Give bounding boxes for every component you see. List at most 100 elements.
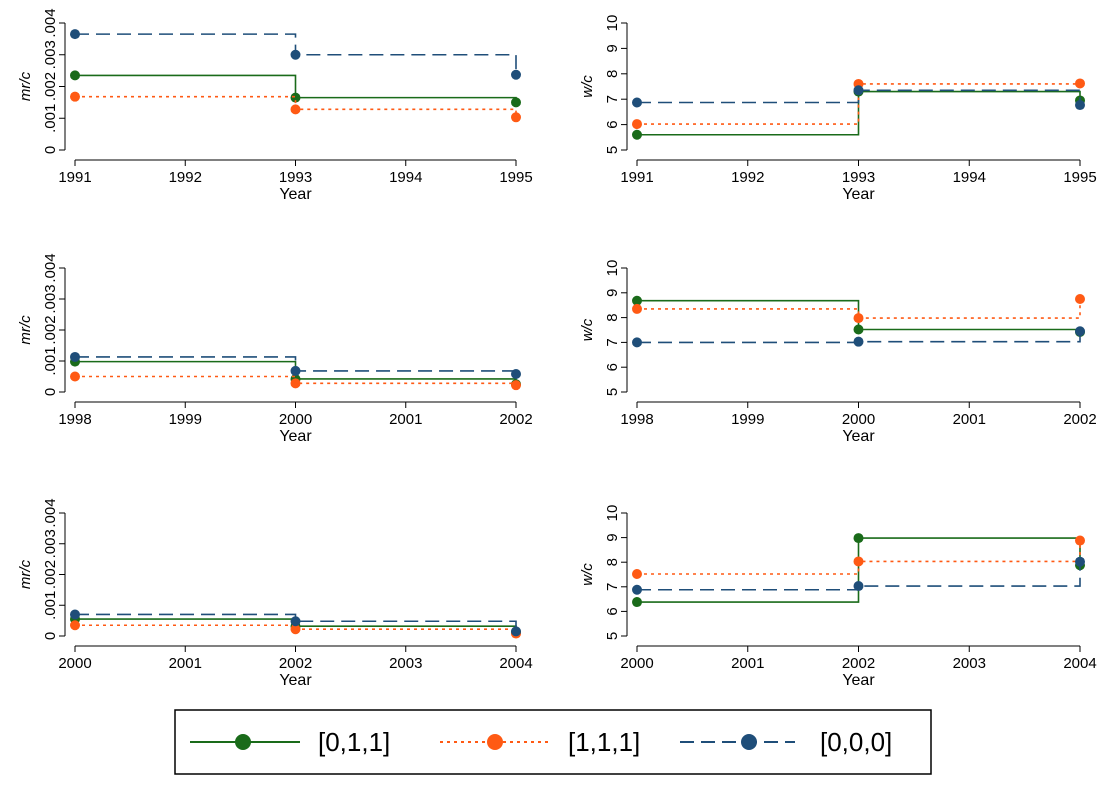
data-point [290, 378, 301, 389]
data-point [290, 616, 301, 627]
data-point [70, 609, 80, 620]
x-axis-label: Year [279, 186, 312, 203]
data-point [290, 92, 301, 103]
data-point [1075, 556, 1085, 567]
legend-box [174, 709, 932, 775]
data-point [290, 624, 301, 635]
y-tick-label: 8 [604, 313, 621, 321]
y-tick-label: 10 [604, 260, 621, 277]
legend-label-1: [1,1,1] [568, 727, 640, 757]
x-tick-label: 1999 [169, 411, 202, 428]
x-tick-label: 1993 [842, 169, 875, 186]
x-tick-label: 1992 [169, 169, 202, 186]
y-axis-label: w/c [579, 75, 596, 98]
x-tick-label: 2001 [953, 411, 986, 428]
y-tick-label: 5 [604, 388, 621, 396]
x-tick-label: 1991 [620, 169, 653, 186]
x-tick-label: 2001 [389, 411, 422, 428]
y-tick-label: .002 [42, 72, 59, 101]
panel-1: 0 .001 .002 .003 .004 mr/c 1991 1992 1993 1994 199… [17, 8, 533, 203]
x-tick-label: 1994 [389, 169, 422, 186]
y-tick-label: .002 [42, 560, 59, 589]
y-axis-label: w/c [579, 318, 596, 341]
legend-marker-2 [741, 734, 757, 750]
legend-label-2: [0,0,0] [820, 727, 892, 757]
data-point [1075, 100, 1085, 111]
x-axis-label: Year [279, 672, 312, 689]
y-tick-label: 5 [604, 632, 621, 640]
x-tick-label: 1998 [620, 411, 653, 428]
y-tick-label: 0 [42, 632, 59, 640]
y-tick-label: 6 [604, 363, 621, 371]
x-axis-label: Year [279, 428, 312, 445]
x-tick-label: 2003 [953, 655, 986, 672]
data-point [632, 584, 642, 595]
x-tick-label: 1995 [499, 169, 532, 186]
series-line-2 [637, 561, 1081, 591]
data-point [290, 104, 301, 115]
y-tick-label: .004 [42, 8, 59, 37]
panel-4: 5 6 7 8 9 10 w/c 1998 1999 2000 2001 2002 Year [579, 260, 1097, 445]
x-tick-label: 2001 [169, 655, 202, 672]
panel-6: 5 6 7 8 9 10 w/c 2000 2001 2002 2003 2004 Year [579, 505, 1097, 689]
data-point [511, 69, 521, 80]
panel-5: 0 .001 .002 .003 .004 mr/c 2000 2001 2002 2003 200… [17, 498, 533, 689]
y-tick-label: 8 [604, 558, 621, 566]
y-tick-label: 0 [42, 146, 59, 154]
data-point [853, 556, 864, 567]
data-point [632, 597, 642, 608]
data-point [632, 337, 642, 348]
data-point [290, 49, 301, 60]
series-line-2 [75, 613, 517, 632]
y-tick-label: 9 [604, 533, 621, 541]
y-tick-label: .001 [42, 346, 59, 375]
data-point [1075, 78, 1085, 89]
x-tick-label: 2002 [1063, 411, 1096, 428]
data-point [853, 581, 864, 592]
y-tick-label: 5 [604, 146, 621, 154]
y-tick-label: 6 [604, 607, 621, 615]
panel-2: 5 6 7 8 9 10 w/c 1991 1992 1993 1994 1995 Year [579, 15, 1097, 203]
y-tick-label: 7 [604, 583, 621, 591]
y-axis-label: mr/c [17, 559, 34, 589]
y-tick-label: .003 [42, 284, 59, 313]
x-tick-label: 2002 [279, 655, 312, 672]
x-axis-label: Year [842, 186, 875, 203]
data-point [1075, 535, 1085, 546]
y-tick-label: .004 [42, 498, 59, 527]
x-tick-label: 2000 [58, 655, 91, 672]
y-axis-label: w/c [579, 563, 596, 586]
data-point [70, 620, 80, 631]
y-tick-label: .001 [42, 591, 59, 620]
data-point [70, 91, 80, 102]
x-tick-label: 2000 [842, 411, 875, 428]
y-tick-label: .003 [42, 40, 59, 69]
y-tick-label: 7 [604, 338, 621, 346]
data-point [511, 626, 521, 637]
panels-group: 0 .001 .002 .003 .004 mr/c 1991 1992 1993 1994 199… [17, 8, 1097, 689]
data-point [632, 129, 642, 140]
x-tick-label: 2004 [1063, 655, 1096, 672]
y-tick-label: 8 [604, 70, 621, 78]
data-point [853, 533, 864, 544]
legend-label-0: [0,1,1] [318, 727, 390, 757]
data-point [70, 351, 80, 362]
x-tick-label: 2004 [499, 655, 532, 672]
data-point [511, 112, 521, 123]
data-point [853, 324, 864, 335]
x-tick-label: 2002 [842, 655, 875, 672]
x-tick-label: 1993 [279, 169, 312, 186]
legend-marker-1 [487, 734, 503, 750]
series-line-1 [637, 299, 1081, 319]
x-tick-label: 1999 [731, 411, 764, 428]
x-axis-label: Year [842, 428, 875, 445]
data-point [853, 336, 864, 347]
legend: [0,1,1] [1,1,1] [0,0,0] [174, 709, 932, 775]
x-axis-label: Year [842, 672, 875, 689]
data-point [632, 119, 642, 130]
y-tick-label: .003 [42, 529, 59, 558]
data-point [1075, 326, 1085, 337]
x-tick-label: 2000 [279, 411, 312, 428]
y-tick-label: .004 [42, 253, 59, 282]
